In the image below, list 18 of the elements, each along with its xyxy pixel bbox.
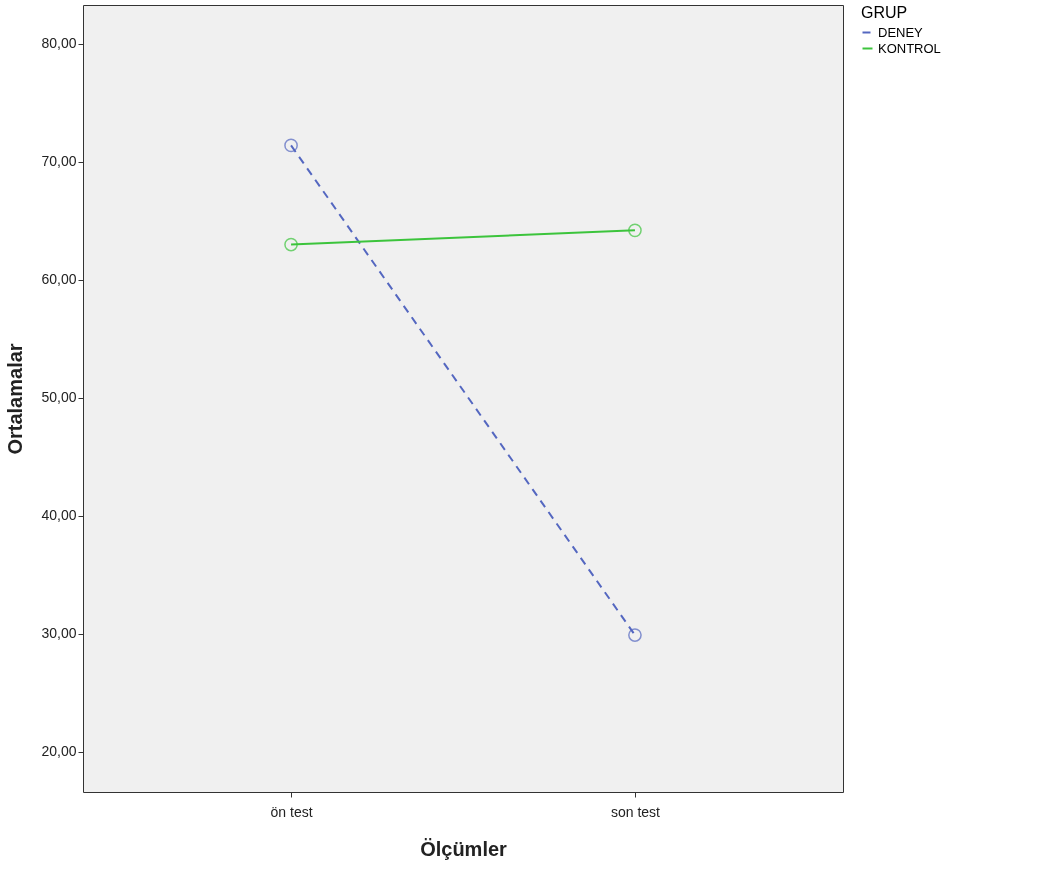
y-tick-label: 50,00 — [41, 389, 77, 406]
legend-label: KONTROL — [878, 40, 941, 56]
point — [284, 237, 298, 252]
legend-title: GRUP — [861, 4, 908, 21]
y-axis-title: Ortalamalar — [4, 343, 27, 455]
point — [284, 138, 298, 153]
y-tick-label: 20,00 — [41, 743, 77, 760]
y-tick-label: 80,00 — [41, 35, 77, 52]
y-tick-label: 60,00 — [41, 271, 77, 288]
y-tick-label: 70,00 — [41, 153, 77, 170]
point — [628, 223, 642, 238]
x-tick-label: ön test — [270, 803, 313, 820]
x-axis-title: Ölçümler — [420, 837, 508, 860]
y-tick-label: 30,00 — [41, 625, 77, 642]
y-tick-label: 40,00 — [41, 507, 77, 524]
x-tick-label: son test — [610, 803, 661, 820]
point — [628, 628, 642, 642]
legend-label: DENEY — [878, 24, 924, 40]
